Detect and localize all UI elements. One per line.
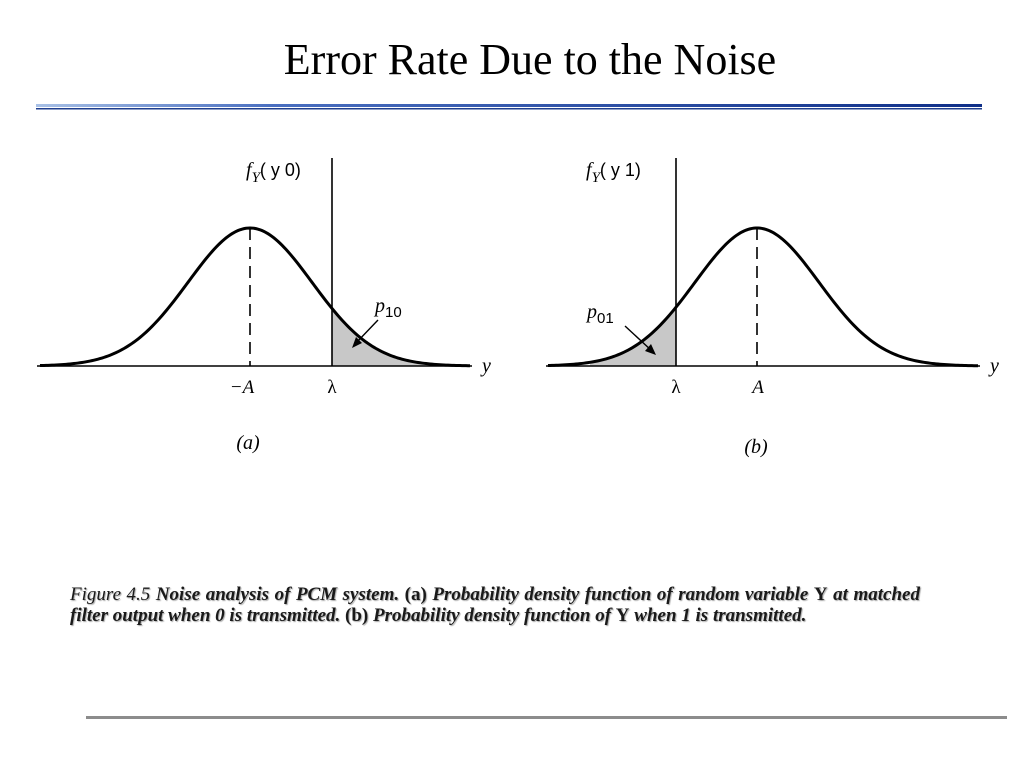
tick-minus-a: −A <box>230 377 255 398</box>
footer-divider <box>86 716 1007 719</box>
noise-pdf-figure: fY( y 0) p10 y −A λ (a) fY( y 1) p01 y λ… <box>37 158 999 458</box>
region-label-p01: p01 <box>585 301 614 327</box>
figure-caption: Figure 4.5 Noise analysis of PCM system.… <box>70 584 920 626</box>
pdf-curve-a <box>39 226 471 368</box>
panel-b: fY( y 1) p01 y λ A (b) <box>546 158 999 458</box>
slide-title: Error Rate Due to the Noise <box>283 35 777 84</box>
title-divider <box>36 104 982 110</box>
caption-var-y2: Y <box>615 605 630 626</box>
arrow-head-a <box>352 337 362 348</box>
x-axis-label-b: y <box>988 355 999 377</box>
arrow-head-b <box>645 344 656 355</box>
caption-text-5: when 1 is transmitted. <box>629 605 807 626</box>
panel-a: fY( y 0) p10 y −A λ (a) <box>37 158 491 454</box>
caption-text-4: Probability density function of <box>368 605 616 626</box>
region-label-p10: p10 <box>373 295 402 321</box>
tick-a-b: A <box>750 377 764 398</box>
caption-text-3: at matched filter output when 0 is trans… <box>70 584 920 626</box>
x-axis-label-a: y <box>480 355 491 377</box>
ylabel-a: fY( y 0) <box>246 159 301 186</box>
caption-figure-ref: Figure 4.5 <box>70 584 151 605</box>
caption-text-1: Noise analysis of PCM system. <box>150 584 405 605</box>
tick-lambda-b: λ <box>671 377 681 398</box>
caption-label-a: (a) <box>404 584 427 605</box>
caption-text-2: Probability density function of random v… <box>426 584 814 605</box>
error-region-p01 <box>590 307 676 366</box>
caption-var-y1: Y <box>813 584 828 605</box>
arrow-shaft-a <box>355 319 379 344</box>
arrow-shaft-b <box>624 325 653 352</box>
tick-lambda-a: λ <box>327 377 337 398</box>
caption-label-b: (b) <box>345 605 369 626</box>
pdf-curve-b <box>547 226 979 368</box>
error-region-p10 <box>332 308 440 366</box>
ylabel-b: fY( y 1) <box>586 159 641 186</box>
panel-tag-a: (a) <box>236 432 260 454</box>
panel-tag-b: (b) <box>744 436 768 458</box>
